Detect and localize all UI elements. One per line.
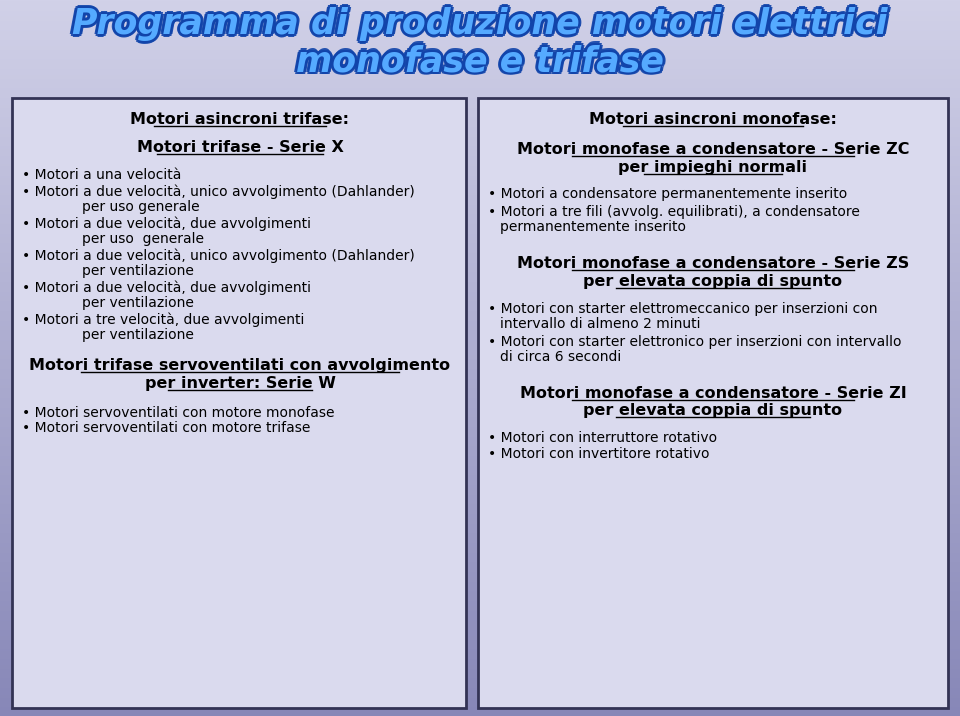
Text: Motori asincroni trifase:: Motori asincroni trifase:	[131, 112, 349, 127]
Bar	[12, 98, 466, 708]
Text: per ventilazione: per ventilazione	[82, 328, 194, 342]
Text: di circa 6 secondi: di circa 6 secondi	[500, 350, 621, 364]
Text: per ventilazione: per ventilazione	[82, 296, 194, 309]
Text: Motori trifase servoventilati con avvolgimento: Motori trifase servoventilati con avvolg…	[30, 358, 450, 373]
Text: Programma di produzione motori elettrici: Programma di produzione motori elettrici	[70, 9, 886, 43]
Text: Motori monofase a condensatore - Serie ZS: Motori monofase a condensatore - Serie Z…	[516, 256, 909, 271]
Text: Motori monofase a condensatore - Serie ZI: Motori monofase a condensatore - Serie Z…	[519, 386, 906, 401]
Text: monofase e trifase: monofase e trifase	[294, 42, 662, 76]
Text: • Motori con interruttore rotativo: • Motori con interruttore rotativo	[488, 431, 717, 445]
Text: monofase e trifase: monofase e trifase	[296, 47, 664, 81]
Text: Motori asincroni monofase:: Motori asincroni monofase:	[589, 112, 837, 127]
Text: per uso  generale: per uso generale	[82, 232, 204, 246]
Text: permanentemente inserito: permanentemente inserito	[500, 221, 686, 234]
Text: • Motori con starter elettromeccanico per inserzioni con: • Motori con starter elettromeccanico pe…	[488, 301, 877, 316]
Text: per uso generale: per uso generale	[82, 200, 200, 213]
Text: monofase e trifase: monofase e trifase	[296, 41, 664, 75]
Text: per inverter: Serie W: per inverter: Serie W	[145, 376, 335, 391]
Text: per elevata coppia di spunto: per elevata coppia di spunto	[584, 274, 843, 289]
Text: Motori monofase a condensatore - Serie ZC: Motori monofase a condensatore - Serie Z…	[516, 142, 909, 157]
Text: • Motori servoventilati con motore monofase: • Motori servoventilati con motore monof…	[22, 406, 334, 420]
Text: monofase e trifase: monofase e trifase	[293, 44, 661, 78]
Text: • Motori con invertitore rotativo: • Motori con invertitore rotativo	[488, 447, 709, 461]
Text: Motori trifase - Serie X: Motori trifase - Serie X	[136, 140, 344, 155]
Text: Programma di produzione motori elettrici: Programma di produzione motori elettrici	[69, 7, 885, 41]
Text: Programma di produzione motori elettrici: Programma di produzione motori elettrici	[72, 4, 888, 38]
Text: Programma di produzione motori elettrici: Programma di produzione motori elettrici	[70, 5, 886, 39]
Text: Programma di produzione motori elettrici: Programma di produzione motori elettrici	[72, 10, 888, 44]
Text: • Motori a due velocità, due avvolgimenti: • Motori a due velocità, due avvolgiment…	[22, 216, 311, 231]
Text: • Motori a una velocità: • Motori a una velocità	[22, 168, 181, 182]
Text: monofase e trifase: monofase e trifase	[298, 46, 666, 80]
Text: • Motori a due velocità, due avvolgimenti: • Motori a due velocità, due avvolgiment…	[22, 280, 311, 295]
Text: • Motori con starter elettronico per inserzioni con intervallo: • Motori con starter elettronico per ins…	[488, 334, 901, 349]
Text: • Motori a due velocità, unico avvolgimento (Dahlander): • Motori a due velocità, unico avvolgime…	[22, 248, 415, 263]
Text: Programma di produzione motori elettrici: Programma di produzione motori elettrici	[74, 9, 890, 43]
Text: per impieghi normali: per impieghi normali	[618, 160, 807, 175]
Text: • Motori a tre fili (avvolg. equilibrati), a condensatore: • Motori a tre fili (avvolg. equilibrati…	[488, 205, 860, 219]
Text: per elevata coppia di spunto: per elevata coppia di spunto	[584, 403, 843, 418]
Text: monofase e trifase: monofase e trifase	[299, 44, 667, 78]
Text: monofase e trifase: monofase e trifase	[294, 46, 662, 80]
Bar	[478, 98, 948, 708]
Text: Programma di produzione motori elettrici: Programma di produzione motori elettrici	[75, 7, 891, 41]
Text: Programma di produzione motori elettrici: Programma di produzione motori elettrici	[74, 5, 890, 39]
Text: per ventilazione: per ventilazione	[82, 263, 194, 278]
Text: Programma di produzione motori elettrici: Programma di produzione motori elettrici	[72, 7, 888, 41]
Text: • Motori a condensatore permanentemente inserito: • Motori a condensatore permanentemente …	[488, 188, 848, 201]
Text: • Motori a tre velocità, due avvolgimenti: • Motori a tre velocità, due avvolgiment…	[22, 312, 304, 326]
Text: monofase e trifase: monofase e trifase	[298, 42, 666, 76]
Text: monofase e trifase: monofase e trifase	[296, 44, 664, 78]
Text: intervallo di almeno 2 minuti: intervallo di almeno 2 minuti	[500, 317, 701, 331]
Text: • Motori servoventilati con motore trifase: • Motori servoventilati con motore trifa…	[22, 421, 310, 435]
Text: • Motori a due velocità, unico avvolgimento (Dahlander): • Motori a due velocità, unico avvolgime…	[22, 184, 415, 198]
